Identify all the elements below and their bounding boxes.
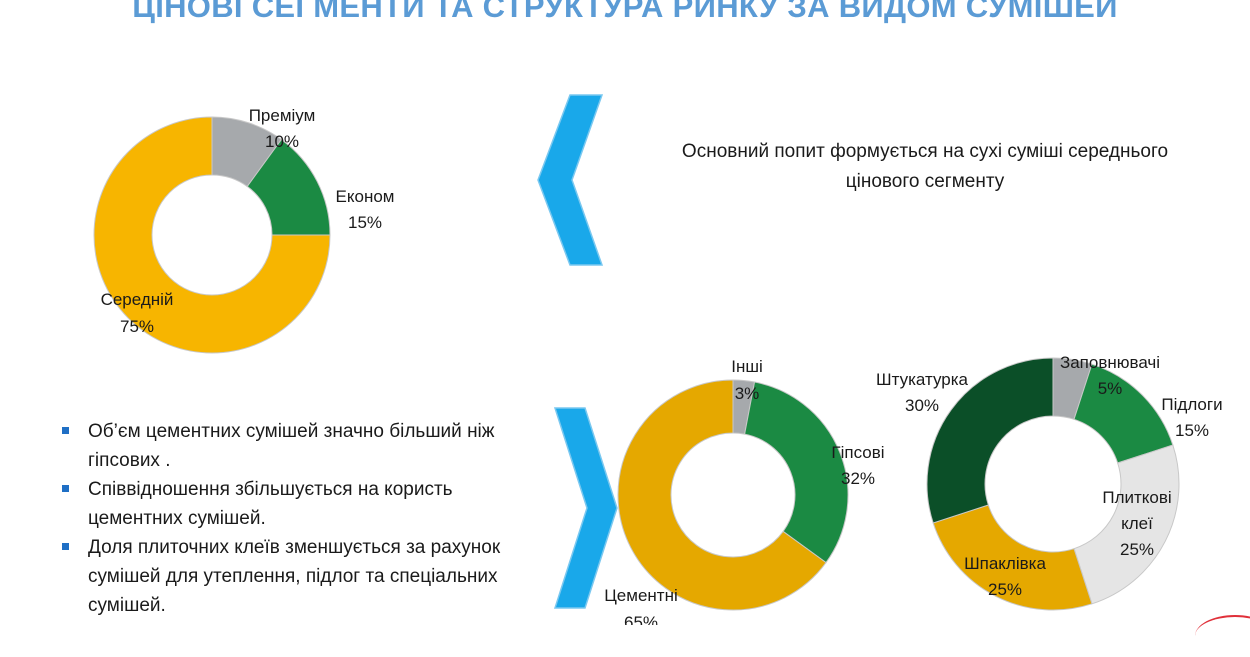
chevron-right-arrow — [553, 407, 618, 609]
bullet-item: Об’єм цементних сумішей значно більший н… — [62, 417, 542, 475]
slice-value-економ: 15% — [348, 213, 382, 232]
donut-chart-mix-type — [617, 379, 849, 611]
donut-slice-середній — [93, 116, 331, 354]
donut-slice-плиткові-клеї — [1073, 444, 1180, 605]
chart-labels: Преміум 10% Економ 15% Середній 75% Інші 3% Гіпс… — [101, 106, 1223, 625]
donut-slice-штукатурка — [926, 357, 1054, 524]
slice-value-гіпсові: 32% — [841, 469, 875, 488]
slice-label-плиткові-клеї: Плиткові — [1102, 488, 1171, 507]
bullet-list: Об’єм цементних сумішей значно більший н… — [62, 417, 542, 620]
donut-slice-підлоги — [1073, 363, 1174, 464]
note-line: цінового сегменту — [845, 171, 1005, 192]
slice-label-преміум: Преміум — [249, 106, 316, 125]
slice-value-плиткові-клеї: 25% — [1120, 540, 1154, 559]
note-line: Основний попит формується на сухі суміші… — [681, 141, 1169, 162]
slice-label-шпаклівка: Шпаклівка — [964, 554, 1046, 573]
slice-label-цементні: Цементні — [604, 586, 678, 605]
slice-value-інші: 3% — [735, 384, 760, 403]
slice-value-штукатурка: 30% — [905, 396, 939, 415]
slice-label-заповнювачі: Заповнювачі — [1060, 353, 1160, 372]
donut-chart-price-segments — [93, 116, 331, 354]
donut-slice-цементні — [617, 379, 827, 611]
slice-label-економ: Економ — [336, 187, 395, 206]
bullet-item: Співвідношення збільшується на користь ц… — [62, 475, 542, 533]
slice-value-середній: 75% — [120, 317, 154, 336]
slice-label-плиткові-клеї: клеї — [1121, 514, 1153, 533]
slice-label-гіпсові: Гіпсові — [831, 443, 884, 462]
slice-value-преміум: 10% — [265, 132, 299, 151]
donut-chart-product-structure — [926, 357, 1180, 611]
bullet-item: Доля плиточних клеїв зменшується за раху… — [62, 533, 542, 620]
slice-label-середній: Середній — [101, 290, 174, 309]
slice-label-підлоги: Підлоги — [1161, 395, 1222, 414]
page-title: ЦІНОВІ СЕГМЕНТИ ТА СТРУКТУРА РИНКУ ЗА ВИ… — [132, 0, 1118, 24]
donut-slice-шпаклівка — [932, 504, 1093, 611]
slice-value-шпаклівка: 25% — [988, 580, 1022, 599]
slice-label-штукатурка: Штукатурка — [876, 370, 969, 389]
charts-canvas: Преміум 10% Економ 15% Середній 75% Інші 3% Гіпс… — [93, 94, 1223, 625]
slice-value-підлоги: 15% — [1175, 421, 1209, 440]
slice-value-заповнювачі: 5% — [1098, 379, 1123, 398]
main-demand-note: Основний попит формується на сухі суміші… — [620, 137, 1230, 197]
decorative-arc — [1195, 615, 1250, 657]
donut-slice-гіпсові — [744, 381, 849, 564]
slice-value-цементні: 65% — [624, 613, 658, 625]
slice-label-інші: Інші — [731, 357, 763, 376]
chevron-left-arrow — [537, 94, 604, 266]
